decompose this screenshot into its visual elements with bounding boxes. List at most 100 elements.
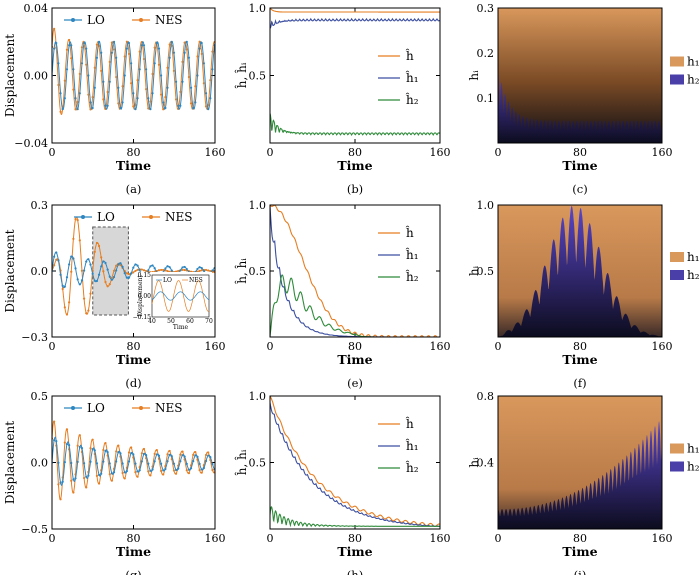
data-point: [97, 273, 101, 276]
data-point: [211, 50, 214, 53]
y-tick-label: 0.0: [31, 265, 49, 278]
legend: LO NES: [64, 13, 182, 27]
data-point: [110, 472, 114, 475]
data-point: [127, 41, 131, 45]
data-point: [196, 55, 199, 58]
legend-label: h₂: [687, 268, 700, 282]
data-point: [76, 108, 79, 111]
data-point: [160, 469, 163, 472]
data-point: [181, 266, 184, 269]
data-point: [74, 97, 77, 100]
data-point: [53, 255, 56, 258]
data-point: [85, 63, 88, 66]
data-point: [106, 450, 109, 454]
data-point: [87, 258, 90, 261]
legend-swatch: [670, 252, 684, 262]
data-point: [140, 268, 143, 271]
legend-label: NES: [165, 210, 192, 224]
data-point: [174, 468, 178, 472]
data-point: [162, 469, 165, 472]
data-point: [87, 74, 90, 77]
panel-caption: (h): [347, 568, 363, 575]
data-point: [204, 92, 208, 95]
plot-frame-top: [497, 395, 663, 530]
data-point: [179, 269, 182, 272]
data-point: [181, 268, 184, 272]
panel-h: 0 80 160 0.5 1.0 Time ĥ, ĥᵢ (h) ĥ ĥ₁ ĥ₂: [234, 390, 451, 575]
x-tick-label: 80: [573, 146, 587, 159]
plot-frame-top: [51, 204, 216, 338]
y-axis-label: hᵢ: [467, 265, 481, 276]
data-point: [138, 269, 141, 272]
series-line-h0: [270, 8, 440, 13]
zoom-highlight-box: [92, 226, 129, 316]
plot-frame-top: [269, 7, 441, 144]
data-point: [151, 92, 154, 95]
x-axis-label: Time: [562, 544, 597, 559]
data-point: [70, 57, 73, 60]
data-point: [93, 279, 96, 282]
x-tick-label: 80: [348, 146, 362, 159]
data-point: [53, 27, 56, 30]
data-point: [104, 261, 107, 265]
data-point: [140, 460, 143, 463]
series-line-nes: [52, 27, 215, 115]
inset-x-tick-label: 60: [186, 318, 194, 325]
y-axis-label: hᵢ: [467, 457, 481, 468]
data-point: [100, 256, 103, 259]
data-point: [63, 441, 66, 444]
data-point: [63, 461, 66, 464]
data-point: [63, 285, 66, 288]
area-h2-fill: [498, 421, 662, 529]
data-point: [136, 79, 139, 82]
series-markers-lo: [52, 439, 215, 484]
inset-series-lo: [151, 291, 210, 301]
data-point: [134, 470, 137, 474]
data-point: [153, 460, 156, 463]
data-point: [82, 269, 86, 272]
data-point: [200, 267, 203, 270]
x-tick-label: 0: [267, 146, 274, 159]
data-point: [164, 95, 167, 99]
data-point: [132, 92, 135, 95]
data-point: [198, 468, 201, 472]
data-point: [115, 450, 118, 453]
panel-d: 0 80 160 −0.3 0.0 0.3 Time Displacement (d) LO NES…: [3, 199, 226, 390]
area-h2-fill: [498, 206, 662, 337]
data-point: [174, 98, 178, 101]
inset-plot: 40 50 60 70 −0.15 0.00 0.15 Time Displacement LO N…: [133, 272, 213, 331]
data-point: [110, 278, 114, 281]
panel-caption: (e): [347, 376, 363, 390]
data-point: [194, 454, 197, 457]
data-point: [194, 451, 197, 454]
data-point: [145, 88, 148, 91]
data-point: [153, 267, 156, 270]
x-tick-label: 80: [127, 532, 141, 545]
data-point: [177, 269, 180, 273]
data-point: [70, 44, 73, 47]
data-point: [117, 263, 120, 266]
y-axis-label: hᵢ: [467, 70, 481, 81]
data-point: [155, 41, 158, 45]
x-axis-label: Time: [562, 158, 597, 173]
data-point: [106, 285, 109, 288]
data-point: [55, 41, 58, 45]
data-point: [147, 470, 150, 473]
data-point: [162, 101, 165, 104]
data-point: [132, 266, 135, 269]
data-point: [76, 218, 79, 222]
data-point: [53, 420, 56, 423]
data-point: [65, 442, 69, 446]
data-point: [68, 38, 71, 42]
data-point: [115, 264, 118, 267]
data-point: [78, 239, 81, 242]
x-tick-label: 160: [430, 340, 451, 353]
series-line-h0: [270, 205, 440, 337]
data-point: [147, 107, 150, 110]
data-point: [204, 459, 208, 463]
data-point: [117, 102, 120, 105]
data-point: [104, 441, 107, 445]
data-point: [198, 40, 201, 43]
data-point: [108, 60, 111, 63]
data-point: [110, 51, 114, 54]
